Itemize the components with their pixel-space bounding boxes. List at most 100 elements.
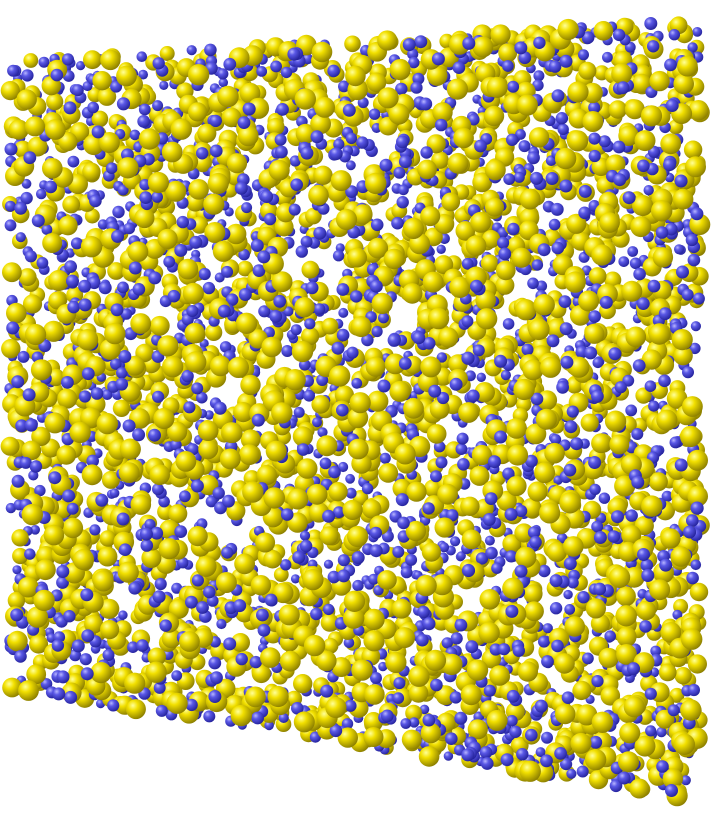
blue-atom: [76, 61, 86, 71]
blue-atom: [139, 527, 153, 541]
blue-atom: [395, 493, 409, 507]
yellow-atom: [342, 499, 363, 520]
blue-atom: [295, 245, 308, 258]
blue-atom: [577, 591, 590, 604]
yellow-atom: [362, 499, 382, 519]
blue-atom: [64, 690, 78, 704]
blue-atom: [456, 432, 469, 445]
blue-atom: [275, 145, 288, 159]
yellow-atom: [301, 260, 320, 279]
blue-atom: [612, 140, 626, 154]
blue-atom: [70, 237, 83, 250]
blue-atom: [506, 715, 518, 727]
blue-atom: [533, 36, 546, 49]
blue-atom: [647, 279, 661, 293]
blue-atom: [345, 132, 358, 144]
yellow-atom: [519, 760, 541, 782]
yellow-atom: [507, 444, 529, 466]
blue-atom: [71, 84, 84, 97]
blue-atom: [123, 222, 136, 235]
blue-atom: [683, 525, 697, 539]
blue-atom: [345, 185, 358, 199]
blue-atom: [208, 690, 222, 703]
blue-atom: [110, 303, 124, 317]
blue-atom: [176, 215, 189, 229]
blue-atom: [329, 724, 343, 738]
yellow-atom: [314, 97, 335, 118]
blue-atom: [138, 103, 151, 116]
yellow-atom: [517, 661, 538, 682]
blue-atom: [4, 142, 18, 156]
blue-atom: [202, 281, 216, 295]
yellow-atom: [184, 322, 206, 344]
yellow-atom: [328, 482, 348, 502]
yellow-atom: [287, 488, 309, 510]
blue-atom: [217, 68, 229, 80]
yellow-atom: [420, 356, 442, 378]
blue-atom: [545, 172, 559, 185]
blue-atom: [576, 765, 589, 778]
blue-atom: [38, 56, 50, 68]
yellow-atom: [461, 529, 482, 550]
blue-atom: [690, 321, 702, 332]
blue-atom: [221, 265, 234, 278]
blue-atom: [598, 492, 611, 504]
blue-atom: [129, 129, 141, 141]
yellow-atom: [2, 677, 22, 698]
yellow-atom: [605, 154, 626, 175]
yellow-atom: [101, 470, 120, 489]
yellow-atom: [1, 339, 21, 359]
blue-atom: [604, 630, 616, 642]
blue-atom: [462, 36, 476, 50]
yellow-atom: [474, 382, 495, 403]
yellow-atom: [377, 30, 398, 51]
yellow-atom: [636, 600, 656, 621]
yellow-atom: [511, 247, 532, 268]
yellow-atom: [302, 568, 324, 591]
blue-atom: [398, 357, 412, 370]
blue-atom: [474, 139, 487, 153]
yellow-atom: [484, 159, 506, 181]
blue-atom: [238, 288, 252, 301]
yellow-atom: [519, 188, 541, 210]
blue-atom: [676, 265, 689, 279]
blue-atom: [292, 550, 306, 564]
yellow-atom: [42, 233, 63, 253]
blue-atom: [238, 248, 250, 261]
blue-atom: [159, 80, 169, 90]
yellow-atom: [117, 561, 139, 583]
blue-atom: [627, 662, 640, 676]
blue-atom: [479, 746, 493, 759]
blue-atom: [290, 574, 301, 584]
yellow-atom: [420, 206, 441, 227]
blue-atom: [151, 191, 163, 203]
yellow-atom: [687, 654, 708, 674]
blue-atom: [387, 333, 401, 347]
blue-atom: [273, 294, 287, 308]
yellow-atom: [566, 213, 587, 234]
blue-atom: [665, 784, 678, 797]
blue-atom: [593, 531, 607, 544]
yellow-atom: [458, 402, 479, 423]
blue-atom: [436, 352, 448, 363]
blue-atom: [465, 640, 479, 654]
blue-atom: [209, 144, 223, 158]
yellow-atom: [33, 589, 55, 612]
blue-atom: [396, 196, 409, 209]
yellow-atom: [648, 323, 670, 345]
blue-atom: [549, 574, 563, 588]
yellow-atom: [316, 435, 338, 457]
blue-atom: [4, 219, 17, 232]
blue-atom: [303, 389, 315, 402]
blue-atom: [251, 413, 265, 427]
blue-atom: [28, 470, 39, 481]
yellow-atom: [438, 327, 459, 348]
blue-atom: [209, 114, 222, 128]
blue-atom: [644, 687, 657, 700]
blue-atom: [400, 718, 412, 729]
yellow-atom: [44, 119, 66, 140]
blue-atom: [433, 441, 446, 453]
blue-atom: [550, 434, 562, 445]
yellow-atom: [502, 577, 524, 599]
blue-atom: [120, 308, 133, 320]
